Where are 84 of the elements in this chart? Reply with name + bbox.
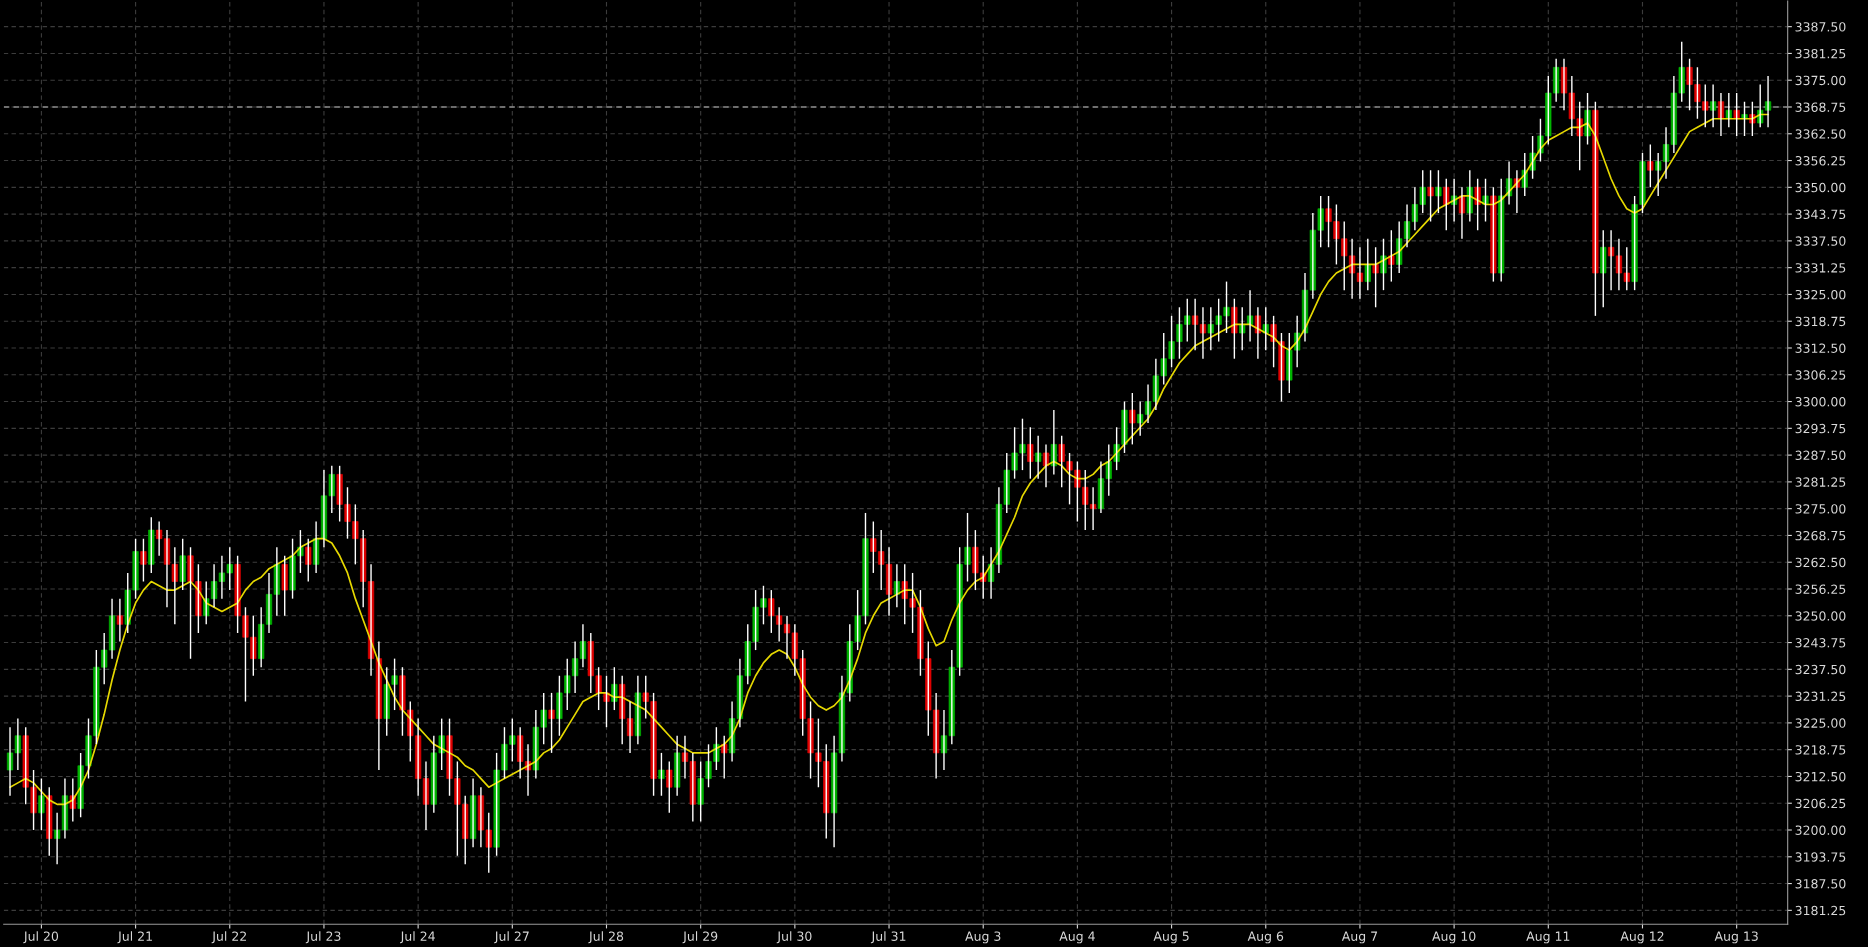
candlestick	[1490, 186, 1497, 283]
candlestick	[46, 786, 53, 857]
candlestick	[1592, 100, 1599, 317]
candlestick	[1231, 298, 1238, 360]
y-tick-label: 3256.25	[1795, 584, 1846, 594]
y-tick-label: 3375.00	[1795, 75, 1846, 86]
candlestick	[1239, 306, 1246, 351]
x-tick-label: Aug 3	[965, 931, 1001, 944]
x-tick-label: Aug 4	[1059, 931, 1095, 944]
x-tick-label: Aug 10	[1432, 931, 1476, 944]
candlestick	[1427, 169, 1434, 223]
x-tick-label: Aug 6	[1247, 931, 1284, 944]
y-tick-label: 3237.50	[1795, 664, 1846, 675]
y-tick-label: 3212.50	[1795, 771, 1846, 782]
y-tick-label: 3275.00	[1795, 504, 1846, 514]
candlestick	[1435, 169, 1442, 214]
candlestick	[1388, 229, 1395, 283]
y-tick-label: 3362.50	[1795, 129, 1846, 139]
y-tick-label: 3193.75	[1795, 852, 1846, 862]
x-tick-label: Jul 20	[23, 931, 59, 944]
x-tick-label: Jul 31	[870, 931, 906, 944]
candlestick	[1129, 392, 1136, 446]
x-tick-label: Jul 28	[588, 931, 624, 944]
x-tick-label: Jul 24	[400, 931, 435, 944]
x-tick-label: Jul 21	[117, 931, 152, 944]
candlestick	[148, 516, 155, 574]
x-tick-label: Aug 5	[1153, 931, 1189, 944]
x-tick-label: Jul 22	[211, 931, 246, 944]
y-tick-label: 3250.00	[1795, 611, 1846, 621]
candlestick	[38, 777, 45, 831]
y-tick-label: 3350.00	[1795, 182, 1846, 193]
y-tick-label: 3331.25	[1795, 263, 1846, 273]
y-tick-label: 3325.00	[1795, 289, 1846, 300]
y-tick-label: 3218.75	[1795, 745, 1846, 755]
y-tick-label: 3268.75	[1795, 530, 1846, 541]
y-tick-label: 3356.25	[1795, 156, 1846, 166]
candlestick	[1443, 178, 1450, 231]
candlestick	[179, 537, 186, 591]
candlestick	[1584, 92, 1591, 146]
y-tick-label: 3300.00	[1795, 397, 1846, 407]
y-tick-label: 3200.00	[1795, 825, 1846, 835]
y-tick-label: 3187.50	[1795, 879, 1846, 889]
candlestick	[1364, 238, 1371, 291]
candlestick	[1498, 178, 1505, 283]
y-tick-label: 3368.75	[1795, 102, 1846, 112]
y-tick-label: 3181.25	[1795, 905, 1846, 916]
y-tick-label: 3206.25	[1795, 798, 1846, 809]
y-tick-label: 3387.50	[1795, 22, 1846, 32]
x-tick-label: Jul 27	[494, 931, 529, 944]
candlestick	[658, 752, 665, 797]
candlestick	[666, 760, 673, 814]
x-tick-label: Aug 7	[1341, 931, 1378, 944]
candlestick	[1372, 246, 1379, 308]
x-tick-label: Aug 11	[1526, 931, 1570, 944]
y-tick-label: 3262.50	[1795, 557, 1846, 568]
y-tick-label: 3243.75	[1795, 638, 1846, 648]
candlestick	[1647, 143, 1654, 189]
y-tick-label: 3225.00	[1795, 718, 1846, 728]
y-tick-label: 3306.25	[1795, 370, 1846, 380]
candlestick	[391, 657, 398, 711]
x-tick-label: Jul 30	[776, 931, 812, 944]
candlestick	[281, 555, 288, 617]
candlestick	[383, 666, 390, 737]
candlestick	[1027, 426, 1034, 480]
candlestick	[140, 537, 147, 583]
y-tick-label: 3381.25	[1795, 48, 1846, 59]
x-tick-label: Jul 23	[305, 931, 341, 944]
y-tick-label: 3318.75	[1795, 316, 1846, 327]
candlestick	[1380, 238, 1387, 291]
candlestick	[1278, 332, 1285, 403]
x-tick-label: Aug 13	[1714, 931, 1758, 944]
candlestick	[305, 537, 312, 583]
x-tick-label: Jul 29	[682, 931, 718, 944]
y-tick-label: 3337.50	[1795, 236, 1846, 246]
y-tick-label: 3281.25	[1795, 477, 1846, 487]
y-tick-label: 3312.50	[1795, 343, 1846, 353]
y-tick-label: 3287.50	[1795, 450, 1846, 461]
y-tick-label: 3343.75	[1795, 209, 1846, 220]
x-tick-label: Aug 12	[1620, 931, 1664, 944]
candlestick	[548, 692, 555, 754]
candlestick	[721, 735, 728, 780]
y-tick-label: 3293.75	[1795, 423, 1846, 434]
candlestick	[1600, 229, 1607, 308]
y-tick-label: 3231.25	[1795, 691, 1846, 702]
